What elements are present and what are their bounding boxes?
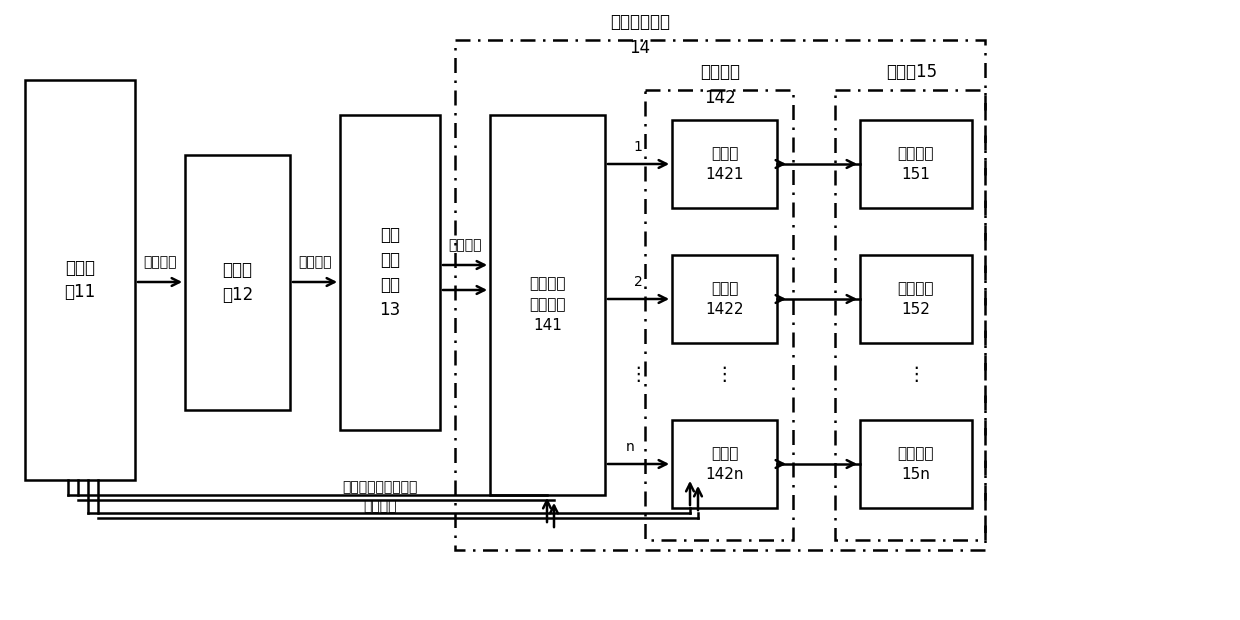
Bar (835, 90, 985, 540)
Bar (861, 255, 972, 343)
Bar (672, 420, 777, 508)
Text: 分时激励模组: 分时激励模组 (610, 13, 670, 31)
Text: 移相器
1421: 移相器 1421 (706, 146, 744, 182)
Bar (861, 420, 972, 508)
Text: ⋮: ⋮ (714, 366, 734, 384)
Text: 信号
调理
模块
13: 信号 调理 模块 13 (379, 226, 401, 319)
Text: 14: 14 (630, 39, 651, 57)
Bar (672, 120, 777, 208)
Text: 模拟多路
开关模块
141: 模拟多路 开关模块 141 (529, 277, 565, 334)
Bar (672, 255, 777, 343)
Text: 移相器组: 移相器组 (701, 63, 740, 81)
Text: 地址信号、使能信号: 地址信号、使能信号 (342, 480, 418, 494)
Text: 压电片组
152: 压电片组 152 (898, 281, 934, 317)
Bar (490, 115, 605, 495)
Bar (185, 155, 290, 410)
Bar (25, 80, 135, 480)
Text: ⋮: ⋮ (906, 366, 926, 384)
Text: 数模转
换12: 数模转 换12 (222, 261, 253, 304)
Text: 移相器
142n: 移相器 142n (706, 446, 744, 482)
Text: 主控制
器11: 主控制 器11 (64, 259, 95, 301)
Text: 2: 2 (634, 275, 642, 289)
Bar (340, 115, 440, 430)
Text: 传感器15: 传感器15 (887, 63, 937, 81)
Text: ⋮: ⋮ (629, 366, 647, 384)
Text: 1: 1 (634, 140, 642, 154)
Text: 移相器
1422: 移相器 1422 (706, 281, 744, 317)
Text: 数字信号: 数字信号 (144, 255, 177, 269)
Text: 模拟信号: 模拟信号 (299, 255, 332, 269)
Text: 控制信号: 控制信号 (363, 499, 397, 513)
Bar (455, 40, 985, 550)
Text: n: n (626, 440, 635, 454)
Text: 调理信号: 调理信号 (448, 238, 482, 252)
Bar (645, 90, 794, 540)
Text: 142: 142 (704, 89, 735, 107)
Text: 压电片组
151: 压电片组 151 (898, 146, 934, 182)
Bar (861, 120, 972, 208)
Text: 压电片组
15n: 压电片组 15n (898, 446, 934, 482)
